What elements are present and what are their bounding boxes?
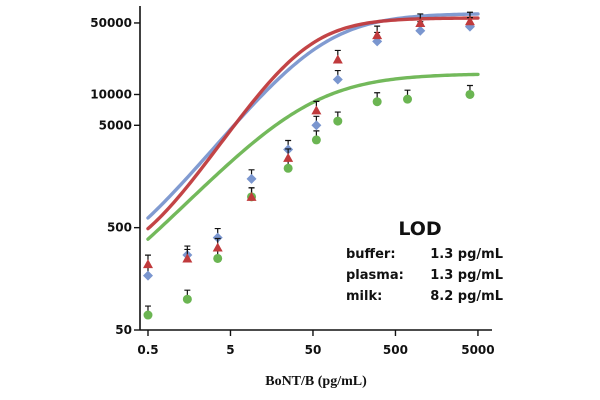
lod-label-plasma: plasma: (346, 268, 404, 283)
x-ticks: 0.5 5 50 500 5000 (137, 330, 495, 357)
fit-curve-line (146, 12, 480, 220)
data-point (246, 187, 257, 201)
point-marker (403, 94, 413, 104)
data-point (415, 13, 426, 27)
data-point (372, 92, 382, 107)
point-marker (464, 16, 475, 26)
data-point (333, 111, 343, 126)
error-bar (374, 92, 381, 98)
error-bar (184, 289, 191, 296)
lod-value-milk: 8.2 pg/mL (430, 289, 503, 304)
error-bar (334, 111, 341, 118)
data-points (142, 11, 475, 320)
data-point (403, 89, 413, 104)
data-point (283, 148, 294, 162)
data-point (464, 11, 475, 26)
point-marker (212, 232, 223, 243)
data-point (332, 69, 343, 85)
x-tick-label: 5000 (461, 343, 494, 357)
fit-curves (146, 12, 480, 241)
y-tick-label: 5000 (99, 118, 132, 132)
data-point (212, 227, 223, 243)
error-bar (144, 305, 151, 312)
x-tick-label: 5 (226, 343, 234, 357)
point-marker (311, 135, 321, 145)
point-marker (182, 294, 192, 304)
point-marker (415, 17, 426, 27)
point-marker (246, 173, 257, 184)
data-point (143, 305, 153, 320)
data-point (311, 130, 321, 145)
point-marker (311, 105, 322, 115)
data-point (311, 115, 322, 131)
y-tick-label: 50 (115, 323, 132, 337)
fit-curve-line (146, 16, 480, 231)
lod-label-buffer: buffer: (346, 247, 396, 262)
lod-value-plasma: 1.3 pg/mL (430, 268, 503, 283)
error-bar (466, 84, 473, 91)
point-marker (372, 97, 382, 107)
data-point (311, 100, 322, 115)
x-axis-title: BoNT/B (pg/mL) (265, 374, 367, 389)
x-tick-label: 500 (383, 343, 408, 357)
data-point (372, 25, 383, 40)
point-marker (283, 152, 294, 162)
data-point (142, 254, 153, 269)
point-marker (332, 54, 343, 64)
fit-curve-line (146, 72, 480, 241)
data-point (182, 289, 192, 304)
point-marker (212, 242, 223, 252)
y-tick-label: 500 (107, 221, 132, 235)
data-point (246, 169, 257, 184)
lod-annotation: LOD buffer: 1.3 pg/mL plasma: 1.3 pg/mL … (346, 218, 503, 304)
data-point (212, 237, 223, 252)
lod-value-buffer: 1.3 pg/mL (430, 247, 503, 262)
point-marker (283, 163, 293, 173)
point-marker (213, 253, 223, 263)
y-tick-label: 10000 (90, 87, 132, 101)
x-tick-label: 0.5 (137, 343, 158, 357)
y-tick-label: 50000 (90, 16, 132, 30)
point-marker (246, 191, 257, 201)
data-point (332, 49, 343, 64)
error-bar (404, 89, 411, 96)
data-point (142, 266, 153, 281)
point-marker (415, 25, 426, 36)
x-tick-label: 50 (305, 343, 322, 357)
axes: 50 500 5000 10000 50000 0.5 5 50 500 5000 (90, 6, 495, 357)
point-marker (142, 259, 153, 269)
point-marker (142, 270, 153, 281)
lod-label-milk: milk: (346, 289, 382, 304)
error-bar (313, 130, 320, 136)
data-point (182, 248, 193, 263)
point-marker (311, 120, 322, 131)
data-point (465, 84, 475, 99)
point-marker (143, 310, 153, 320)
point-marker (333, 116, 343, 126)
y-ticks: 50 500 5000 10000 50000 (90, 16, 140, 337)
point-marker (332, 74, 343, 85)
point-marker (182, 253, 193, 263)
point-marker (465, 89, 475, 99)
point-marker (372, 30, 383, 40)
lod-title: LOD (398, 218, 441, 240)
